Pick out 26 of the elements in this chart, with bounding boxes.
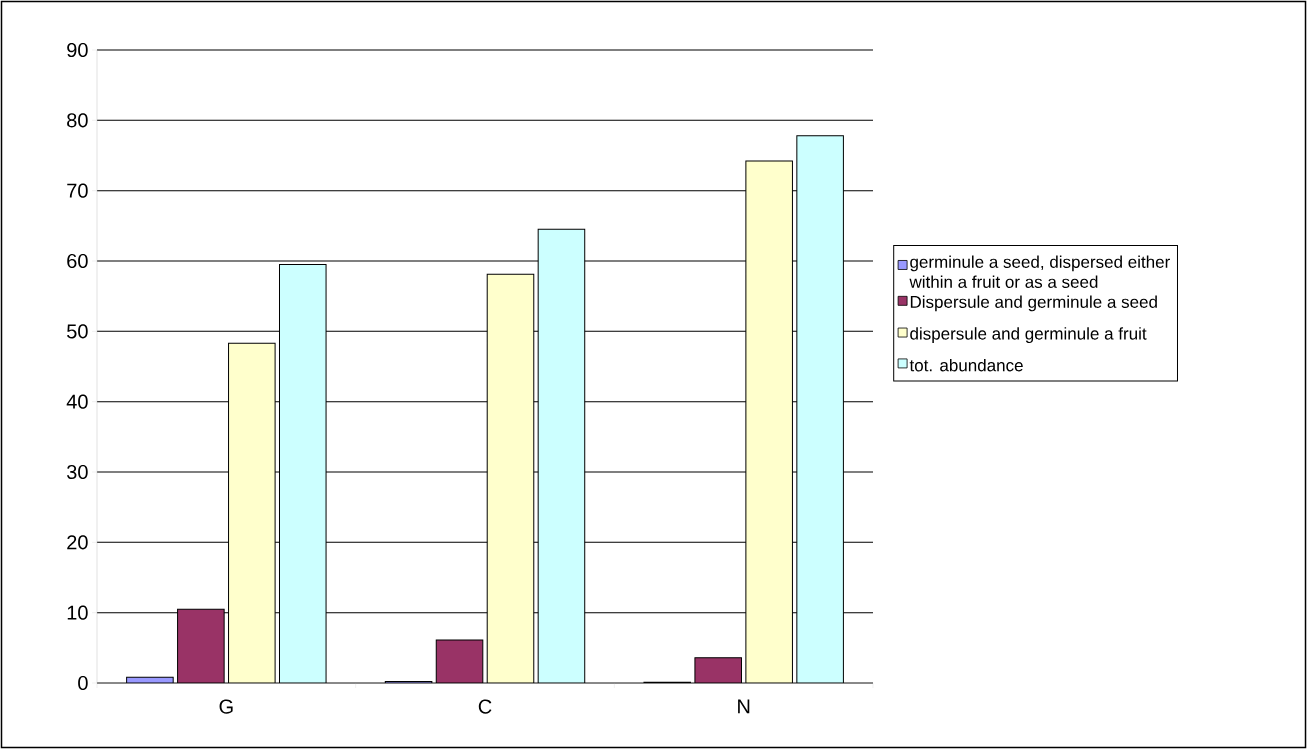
y-tick-label: 60 (67, 253, 88, 269)
y-tick-label: 50 (67, 324, 88, 339)
legend-label: dispersule and germinule a fruit (910, 327, 1147, 344)
y-tick-label: 80 (67, 113, 88, 128)
bar (486, 273, 535, 683)
x-tick-label: G (219, 699, 233, 714)
bar (279, 264, 327, 683)
y-tick-label: 20 (67, 535, 88, 550)
y-tick-label: 10 (67, 605, 88, 620)
x-tick-label: N (738, 699, 750, 714)
bar (435, 639, 484, 683)
y-tick-label: 90 (67, 42, 88, 58)
y-tick-label: 40 (66, 394, 88, 409)
legend-label: Dispersule and germinule a seed (910, 295, 1157, 312)
y-tick-label: 0 (78, 675, 88, 691)
y-tick-label: 30 (67, 464, 88, 480)
bar (537, 228, 586, 683)
y-tick-label: 70 (67, 183, 88, 198)
bar (694, 657, 742, 683)
x-tick-label: C (478, 699, 492, 714)
legend-label: tot. abundance (909, 358, 1023, 372)
bar (745, 160, 793, 683)
bar (177, 608, 225, 683)
bar (228, 342, 276, 683)
legend-label: germinule a seed, dispersed either within a fruit or as a seed (909, 255, 1170, 288)
bar (796, 135, 844, 683)
